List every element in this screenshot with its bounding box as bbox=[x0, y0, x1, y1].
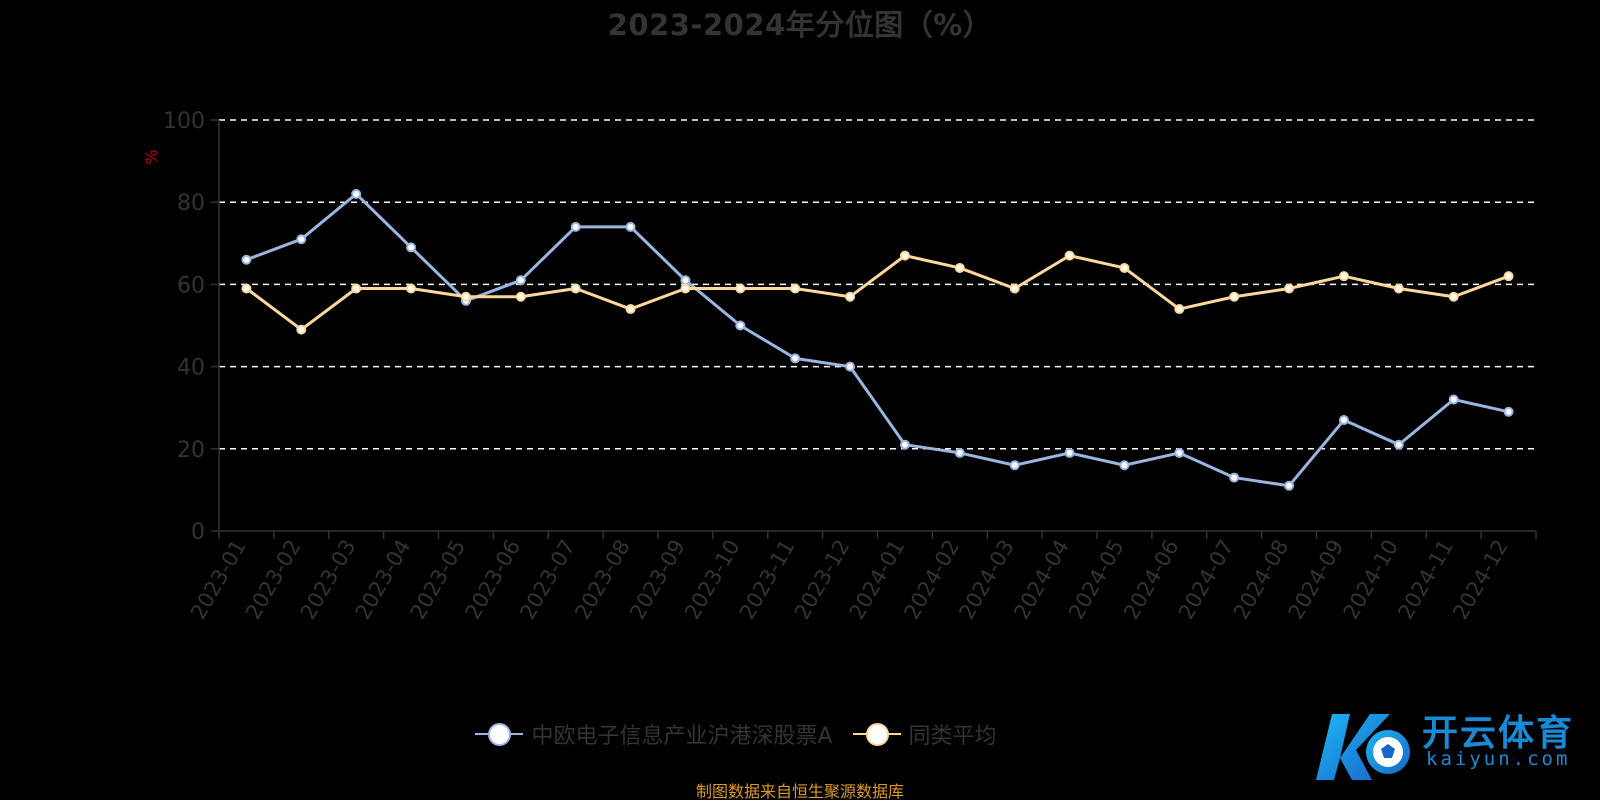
data-point-0 bbox=[570, 221, 581, 232]
data-point-1 bbox=[460, 291, 471, 302]
data-point-1 bbox=[899, 250, 910, 261]
chart-title: 2023-2024年分位图（%） bbox=[607, 8, 993, 42]
data-point-1 bbox=[570, 283, 581, 294]
data-point-1 bbox=[1393, 283, 1404, 294]
data-point-0 bbox=[406, 242, 417, 253]
y-tick-label: 40 bbox=[177, 356, 205, 381]
data-point-1 bbox=[954, 262, 965, 273]
data-point-1 bbox=[1174, 304, 1185, 315]
data-point-0 bbox=[735, 320, 746, 331]
data-point-1 bbox=[351, 283, 362, 294]
data-point-1 bbox=[241, 283, 252, 294]
y-axis-label: % bbox=[142, 149, 161, 164]
data-point-1 bbox=[296, 324, 307, 335]
data-point-1 bbox=[1503, 271, 1514, 282]
data-point-1 bbox=[790, 283, 801, 294]
data-point-0 bbox=[1503, 406, 1514, 417]
data-point-1 bbox=[1229, 291, 1240, 302]
kaiyun-logo-icon bbox=[1316, 714, 1410, 780]
legend-item-avg[interactable]: 同类平均 bbox=[852, 718, 997, 750]
legend-label-avg: 同类平均 bbox=[908, 724, 997, 749]
data-point-0 bbox=[1009, 460, 1020, 471]
data-point-1 bbox=[515, 291, 526, 302]
data-point-1 bbox=[1119, 262, 1130, 273]
data-point-1 bbox=[735, 283, 746, 294]
legend-marker-avg bbox=[852, 722, 901, 746]
source-note: 制图数据来自恒生聚源数据库 bbox=[695, 782, 904, 800]
data-point-0 bbox=[1119, 460, 1130, 471]
data-point-0 bbox=[625, 221, 636, 232]
data-point-0 bbox=[1174, 447, 1185, 458]
data-point-1 bbox=[1009, 283, 1020, 294]
data-point-0 bbox=[351, 188, 362, 199]
data-point-0 bbox=[1064, 447, 1075, 458]
y-tick-label: 100 bbox=[163, 109, 205, 134]
data-point-1 bbox=[625, 304, 636, 315]
data-point-1 bbox=[1448, 291, 1459, 302]
y-tick-label: 20 bbox=[177, 438, 205, 463]
data-point-1 bbox=[1284, 283, 1295, 294]
y-tick-label: 0 bbox=[191, 520, 205, 545]
data-point-1 bbox=[680, 283, 691, 294]
series-line-0 bbox=[245, 192, 1509, 488]
data-point-1 bbox=[406, 283, 417, 294]
watermark-text-en: kaiyun.com bbox=[1426, 748, 1571, 770]
legend-marker-fund bbox=[475, 722, 524, 746]
data-point-1 bbox=[845, 291, 856, 302]
chart-plot: 020406080100%2023-012023-022023-032023-0… bbox=[142, 109, 1537, 624]
data-point-0 bbox=[515, 275, 526, 286]
data-point-1 bbox=[1064, 250, 1075, 261]
data-point-0 bbox=[899, 439, 910, 450]
series-line-1 bbox=[245, 254, 1510, 332]
legend: 中欧电子信息产业沪港深股票A 同类平均 bbox=[0, 718, 1536, 750]
y-tick-label: 80 bbox=[177, 191, 205, 216]
data-point-0 bbox=[1284, 480, 1295, 491]
y-tick-label: 60 bbox=[177, 273, 205, 298]
legend-label-fund: 中欧电子信息产业沪港深股票A bbox=[531, 724, 833, 749]
data-point-0 bbox=[845, 361, 856, 372]
data-point-0 bbox=[241, 254, 252, 265]
data-point-0 bbox=[1393, 439, 1404, 450]
data-point-0 bbox=[680, 275, 691, 286]
watermark-logo: 开云体育 kaiyun.com bbox=[1310, 700, 1590, 790]
data-point-0 bbox=[1338, 415, 1349, 426]
data-point-0 bbox=[296, 234, 307, 245]
x-tick-label: 2024-12 bbox=[1448, 536, 1513, 624]
data-point-0 bbox=[954, 447, 965, 458]
watermark-text-cn: 开云体育 bbox=[1422, 713, 1575, 754]
data-point-0 bbox=[1448, 394, 1459, 405]
data-point-0 bbox=[790, 353, 801, 364]
legend-item-fund[interactable]: 中欧电子信息产业沪港深股票A bbox=[475, 718, 833, 750]
data-point-1 bbox=[1338, 271, 1349, 282]
data-point-0 bbox=[1229, 472, 1240, 483]
